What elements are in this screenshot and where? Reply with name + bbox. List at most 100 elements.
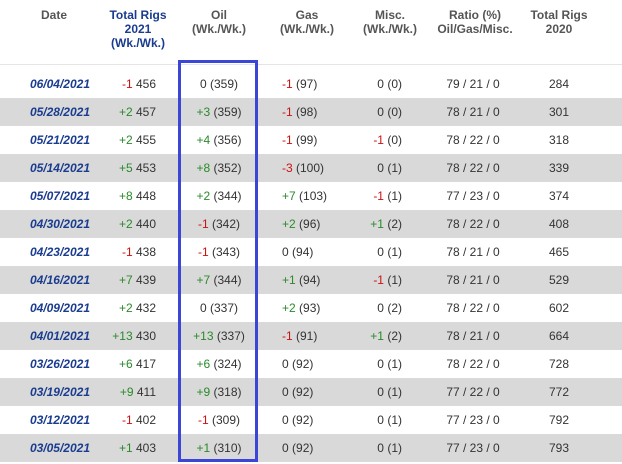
table-header: Date Total Rigs 2021 (Wk./Wk.) Oil (Wk./…: [0, 0, 622, 64]
misc-cell: 0 (1): [350, 154, 402, 182]
header-gas[interactable]: Gas (Wk./Wk.): [268, 8, 346, 36]
oil-cell: 0 (359): [180, 70, 258, 98]
gas-cell: +7 (103): [282, 182, 362, 210]
gas-cell: +1 (94): [282, 266, 362, 294]
gas-cell: -3 (100): [282, 154, 362, 182]
date-link[interactable]: 04/01/2021: [29, 329, 90, 343]
total-rigs-2020-cell: 793: [548, 441, 570, 455]
gas-change: -1: [282, 105, 293, 119]
header-misc-line2: (Wk./Wk.): [363, 22, 417, 36]
oil-count: (324): [213, 357, 242, 371]
date-link[interactable]: 05/14/2021: [29, 161, 90, 175]
header-oil[interactable]: Oil (Wk./Wk.): [180, 8, 258, 36]
total-change: +2: [118, 217, 133, 231]
oil-count: (337): [216, 329, 245, 343]
misc-cell: -1 (1): [350, 266, 402, 294]
gas-cell: -1 (97): [282, 70, 362, 98]
gas-count: (97): [296, 77, 318, 91]
oil-cell: +7 (344): [180, 266, 258, 294]
gas-change: +7: [282, 189, 296, 203]
header-total-rigs-2020[interactable]: Total Rigs 2020: [524, 8, 594, 36]
date-link[interactable]: 04/23/2021: [29, 245, 90, 259]
misc-change: -1: [373, 273, 384, 287]
total-rigs-2020-cell: 664: [548, 329, 570, 343]
date-link[interactable]: 06/04/2021: [29, 77, 90, 91]
date-link[interactable]: 05/28/2021: [29, 105, 90, 119]
header-gas-line2: (Wk./Wk.): [280, 22, 334, 36]
date-link[interactable]: 05/21/2021: [29, 133, 90, 147]
date-link[interactable]: 05/07/2021: [29, 189, 90, 203]
header-misc[interactable]: Misc. (Wk./Wk.): [352, 8, 428, 36]
ratio-cell: 78 / 21 / 0: [446, 273, 500, 287]
table-row: 04/09/2021 +2 432 0 (337) +2 (93) 0 (2) 78 / …: [0, 294, 622, 322]
total-change: +13: [112, 329, 133, 343]
date-link[interactable]: 03/12/2021: [29, 413, 90, 427]
total-rigs-2021-cell: +2 440: [108, 210, 156, 238]
table-row: 04/16/2021 +7 439 +7 (344) +1 (94) -1 (1) 78 …: [0, 266, 622, 294]
total-rigs-2021-cell: +2 457: [108, 98, 156, 126]
misc-change: +1: [370, 217, 384, 231]
gas-count: (92): [292, 357, 314, 371]
misc-cell: -1 (1): [350, 182, 402, 210]
header-total-rigs-2021-line2: 2021: [124, 22, 152, 36]
date-link[interactable]: 04/30/2021: [29, 217, 90, 231]
date-link[interactable]: 04/16/2021: [29, 273, 90, 287]
header-date[interactable]: Date: [30, 8, 78, 22]
total-rigs-2020-cell: 408: [548, 217, 570, 231]
date-link[interactable]: 03/19/2021: [29, 385, 90, 399]
header-total-rigs-2021[interactable]: Total Rigs 2021 (Wk./Wk.): [100, 8, 176, 50]
gas-count: (93): [299, 301, 321, 315]
misc-cell: +1 (2): [350, 322, 402, 350]
gas-change: -1: [282, 133, 293, 147]
gas-cell: 0 (92): [282, 406, 362, 434]
gas-cell: -1 (99): [282, 126, 362, 154]
total-rigs-2021-cell: +8 448: [108, 182, 156, 210]
total-rigs-2021-cell: +2 455: [108, 126, 156, 154]
gas-count: (103): [299, 189, 328, 203]
date-link[interactable]: 04/09/2021: [29, 301, 90, 315]
gas-change: -1: [282, 77, 293, 91]
total-rigs-2020-cell: 339: [548, 161, 570, 175]
misc-count: (0): [387, 77, 402, 91]
gas-change: 0: [282, 245, 289, 259]
total-value: 439: [135, 273, 156, 287]
total-value: 432: [135, 301, 156, 315]
misc-count: (2): [387, 217, 402, 231]
misc-cell: 0 (1): [350, 434, 402, 462]
oil-count: (310): [213, 441, 242, 455]
oil-cell: +8 (352): [180, 154, 258, 182]
total-change: -1: [121, 413, 133, 427]
oil-change: 0: [199, 301, 207, 315]
gas-count: (100): [296, 161, 325, 175]
misc-count: (1): [387, 357, 402, 371]
gas-change: 0: [282, 385, 289, 399]
oil-count: (342): [212, 217, 241, 231]
gas-cell: -1 (98): [282, 98, 362, 126]
oil-change: +3: [196, 105, 211, 119]
header-divider: [0, 64, 622, 65]
total-value: 448: [135, 189, 156, 203]
total-change: +2: [118, 133, 133, 147]
total-rigs-2021-cell: +1 403: [108, 434, 156, 462]
total-rigs-2021-cell: +7 439: [108, 266, 156, 294]
misc-cell: 0 (0): [350, 98, 402, 126]
ratio-cell: 77 / 22 / 0: [446, 385, 500, 399]
oil-change: +4: [196, 133, 211, 147]
total-change: +2: [118, 105, 133, 119]
misc-count: (1): [387, 385, 402, 399]
table-row: 04/01/2021 +13 430 +13 (337) -1 (91) +1 (2) 7…: [0, 322, 622, 350]
gas-change: +2: [282, 301, 296, 315]
header-ratio-line2: Oil/Gas/Misc.: [437, 22, 513, 36]
oil-count: (344): [213, 189, 242, 203]
date-link[interactable]: 03/05/2021: [29, 441, 90, 455]
header-ratio[interactable]: Ratio (%) Oil/Gas/Misc.: [430, 8, 520, 36]
misc-count: (2): [387, 329, 402, 343]
misc-cell: +1 (2): [350, 210, 402, 238]
misc-count: (1): [387, 273, 402, 287]
gas-change: 0: [282, 413, 289, 427]
misc-count: (1): [387, 245, 402, 259]
misc-change: 0: [377, 105, 384, 119]
oil-cell: +2 (344): [180, 182, 258, 210]
date-link[interactable]: 03/26/2021: [29, 357, 90, 371]
oil-cell: -1 (309): [180, 406, 258, 434]
